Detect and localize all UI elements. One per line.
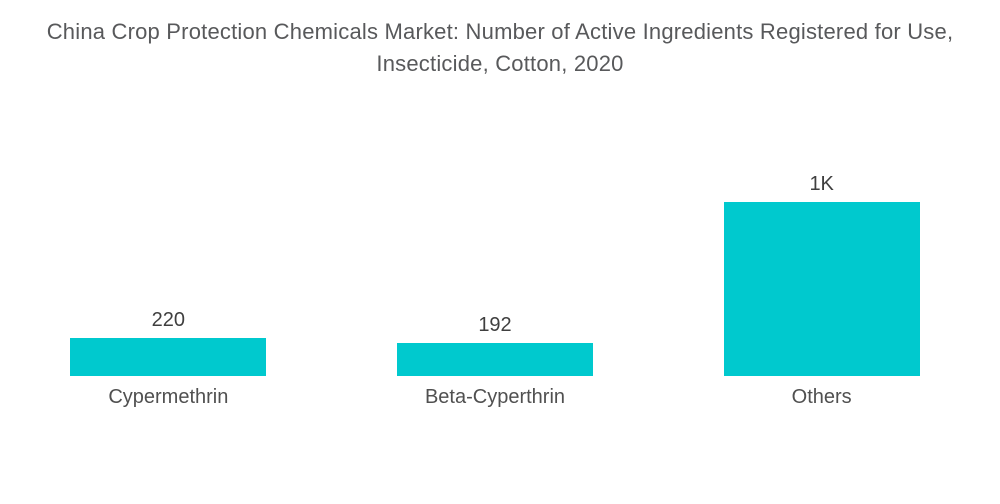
category-label-beta-cyperthrin: Beta-Cyperthrin [424,386,566,408]
bar-value-label: 192 [478,314,512,336]
plot-area: 220 192 1K [5,0,985,376]
chart-title-line1: China Crop Protection Chemicals Market: … [46,19,954,44]
chart-title: China Crop Protection Chemicals Market: … [0,16,1000,80]
bar-value-label: 1K [809,173,834,195]
bar-beta-cyperthrin[interactable] [397,343,593,376]
bar-value-label: 220 [151,309,186,331]
bar-cypermethrin[interactable] [70,338,267,376]
category-label-others: Others [791,386,852,408]
category-axis: Cypermethrin Beta-Cyperthrin Others [5,386,985,408]
bar-group-beta-cyperthrin: 192 [332,0,659,376]
chart-title-line2: Insecticide, Cotton, 2020 [376,51,624,76]
bar-group-others: 1K [658,0,985,376]
category-label-cypermethrin: Cypermethrin [108,386,229,408]
bar-group-cypermethrin: 220 [5,0,332,376]
bar-others[interactable] [723,202,920,376]
